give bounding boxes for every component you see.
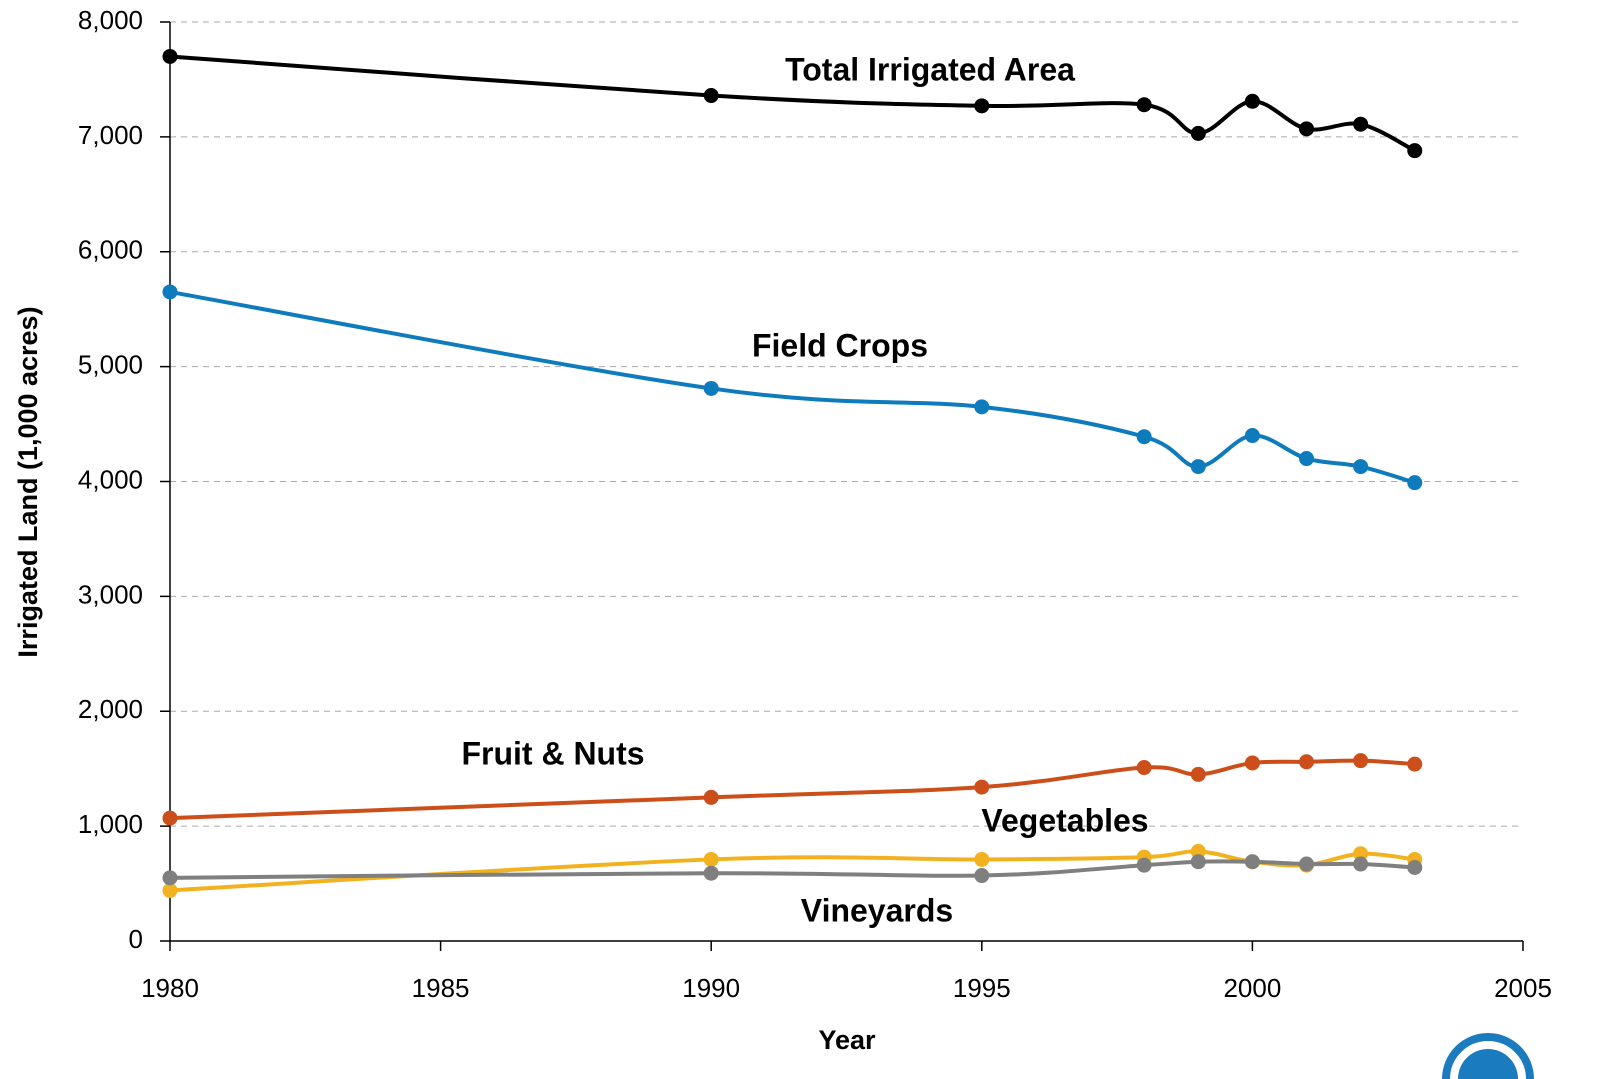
logo-core: [1458, 1049, 1518, 1079]
data-point: [162, 870, 178, 886]
x-tick-label: 1995: [953, 973, 1011, 1003]
data-point: [1190, 125, 1206, 141]
data-point: [1190, 843, 1206, 859]
data-point: [974, 851, 990, 867]
data-point: [1353, 856, 1369, 872]
y-tick-label: 0: [129, 924, 143, 954]
data-point: [703, 380, 719, 396]
data-point: [1136, 857, 1152, 873]
x-axis-title: Year: [818, 1025, 876, 1055]
series-label: Total Irrigated Area: [785, 51, 1075, 87]
data-point: [1244, 428, 1260, 444]
series-line: [169, 758, 1415, 821]
data-point: [974, 98, 990, 114]
data-point: [703, 88, 719, 104]
data-point: [1244, 854, 1260, 870]
data-point: [1136, 760, 1152, 776]
data-point: [162, 284, 178, 300]
logo: [1442, 1033, 1534, 1079]
data-point: [703, 851, 719, 867]
logo-ring: [1442, 1033, 1534, 1079]
data-point: [1244, 93, 1260, 109]
data-point: [162, 810, 178, 826]
data-point: [1299, 856, 1315, 872]
series-label: Vegetables: [981, 802, 1148, 838]
data-point: [162, 48, 178, 64]
data-point: [1353, 753, 1369, 769]
x-tick-label: 1980: [141, 973, 199, 1003]
y-tick-label: 4,000: [78, 464, 143, 494]
data-point: [974, 779, 990, 795]
x-tick-label: 1985: [412, 973, 470, 1003]
series-line: [169, 289, 1416, 485]
data-point: [1136, 429, 1152, 445]
data-point: [1407, 859, 1423, 875]
data-point: [1190, 766, 1206, 782]
x-tick-label: 2000: [1223, 973, 1281, 1003]
y-tick-label: 5,000: [78, 350, 143, 380]
data-point: [1299, 754, 1315, 770]
data-point: [1190, 459, 1206, 475]
y-tick-label: 2,000: [78, 694, 143, 724]
data-point: [1244, 755, 1260, 771]
data-point: [1299, 451, 1315, 467]
series-line: [169, 859, 1415, 880]
data-point: [162, 882, 178, 898]
data-point: [1299, 121, 1315, 137]
data-point: [1353, 459, 1369, 475]
data-point: [974, 399, 990, 415]
y-tick-label: 7,000: [78, 120, 143, 150]
data-point: [974, 868, 990, 884]
series-label: Field Crops: [752, 327, 928, 363]
y-axis-title: Irrigated Land (1,000 acres): [13, 306, 43, 657]
x-tick-label: 1990: [682, 973, 740, 1003]
data-point: [1407, 475, 1423, 491]
data-point: [1190, 854, 1206, 870]
y-tick-label: 8,000: [78, 5, 143, 35]
y-tick-label: 1,000: [78, 809, 143, 839]
data-point: [1353, 116, 1369, 132]
series-label: Fruit & Nuts: [461, 735, 644, 771]
data-point: [1136, 97, 1152, 113]
data-point: [1407, 143, 1423, 159]
series-label: Vineyards: [801, 892, 953, 928]
series-line: [169, 849, 1415, 893]
data-point: [1407, 756, 1423, 772]
y-tick-label: 6,000: [78, 235, 143, 265]
x-tick-label: 2005: [1494, 973, 1552, 1003]
data-point: [1353, 846, 1369, 862]
data-point: [703, 865, 719, 881]
data-point: [703, 789, 719, 805]
y-tick-label: 3,000: [78, 579, 143, 609]
